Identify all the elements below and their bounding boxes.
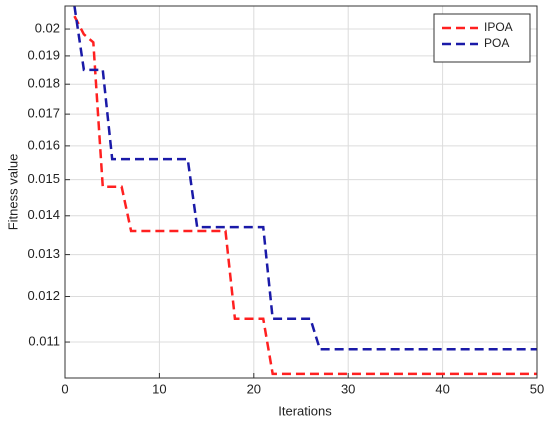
y-tick-label: 0.014 <box>27 207 60 222</box>
plot-frame <box>64 5 538 379</box>
y-tick-label: 0.012 <box>27 288 60 303</box>
x-tick-label: 20 <box>247 381 261 396</box>
x-tick-label: 40 <box>435 381 449 396</box>
y-tick-label: 0.013 <box>27 246 60 261</box>
y-tick-label: 0.018 <box>27 76 60 91</box>
x-tick-label: 50 <box>530 381 544 396</box>
legend-label: IPOA <box>484 20 513 34</box>
plot-area <box>65 6 537 378</box>
x-tick-label: 10 <box>152 381 166 396</box>
y-tick-label: 0.017 <box>27 106 60 121</box>
y-tick-label: 0.011 <box>28 333 60 348</box>
y-axis-label: Fitness value <box>5 154 20 231</box>
y-tick-label: 0.019 <box>27 47 60 62</box>
x-axis-label: Iterations <box>278 403 332 418</box>
y-tick-label: 0.015 <box>27 171 60 186</box>
legend-box <box>433 13 531 63</box>
y-tick-label: 0.02 <box>35 20 60 35</box>
y-tick-label: 0.016 <box>27 137 60 152</box>
x-tick-label: 0 <box>61 381 68 396</box>
series-line <box>73 6 537 351</box>
x-tick-label: 30 <box>341 381 355 396</box>
legend-label: POA <box>484 36 509 50</box>
